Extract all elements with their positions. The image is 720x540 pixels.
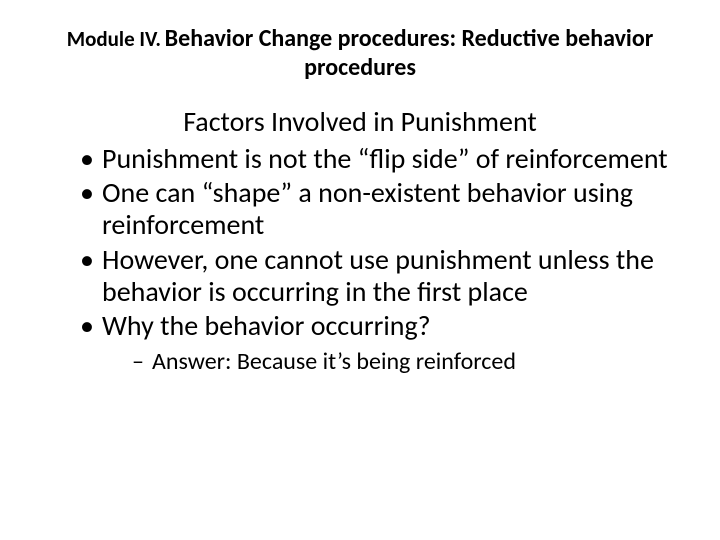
- sub-bullet-list: Answer: Because it’s being reinforced: [102, 348, 670, 377]
- slide-title: Behavior Change procedures: Reductive be…: [165, 24, 654, 82]
- bullet-text: However, one cannot use punishment unles…: [102, 242, 654, 309]
- bullet-list: Punishment is not the “flip side” of rei…: [50, 143, 670, 377]
- list-item: Punishment is not the “flip side” of rei…: [80, 143, 670, 175]
- list-item: However, one cannot use punishment unles…: [80, 244, 670, 308]
- slide-subtitle: Factors Involved in Punishment: [50, 104, 670, 139]
- slide: Module IV. Behavior Change procedures: R…: [0, 0, 720, 540]
- bullet-text: Punishment is not the “flip side” of rei…: [102, 141, 668, 176]
- slide-title-block: Module IV. Behavior Change procedures: R…: [60, 24, 660, 82]
- list-item: One can “shape” a non-existent behavior …: [80, 177, 670, 241]
- bullet-text: One can “shape” a non-existent behavior …: [102, 175, 633, 242]
- module-label: Module IV.: [67, 26, 161, 52]
- sub-bullet-text: Answer: Because it’s being reinforced: [152, 347, 516, 376]
- bullet-text: Why the behavior occurring?: [102, 308, 431, 343]
- list-item: Answer: Because it’s being reinforced: [132, 348, 670, 377]
- list-item: Why the behavior occurring? Answer: Beca…: [80, 310, 670, 377]
